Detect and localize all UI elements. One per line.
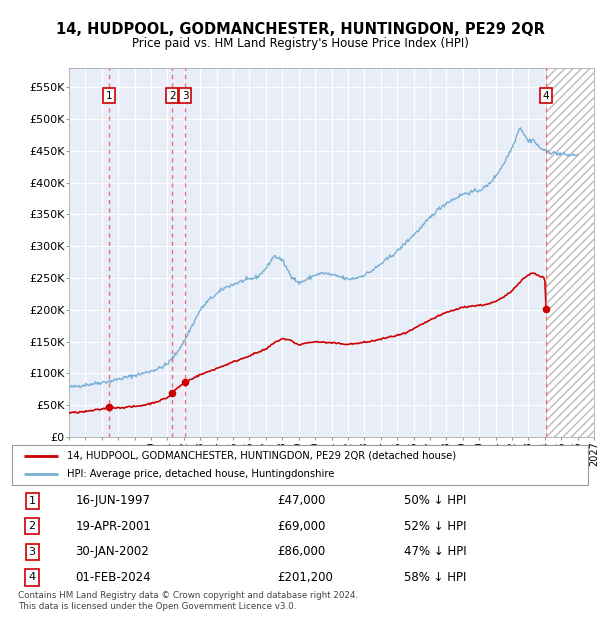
- Text: £86,000: £86,000: [277, 546, 325, 559]
- Text: 1: 1: [106, 91, 113, 101]
- Text: £69,000: £69,000: [277, 520, 325, 533]
- Text: 14, HUDPOOL, GODMANCHESTER, HUNTINGDON, PE29 2QR: 14, HUDPOOL, GODMANCHESTER, HUNTINGDON, …: [56, 22, 544, 37]
- Bar: [546, 68, 594, 437]
- Text: Contains HM Land Registry data © Crown copyright and database right 2024.
This d: Contains HM Land Registry data © Crown c…: [18, 591, 358, 611]
- Text: 16-JUN-1997: 16-JUN-1997: [76, 494, 151, 507]
- Text: 2: 2: [29, 521, 36, 531]
- Text: 3: 3: [182, 91, 188, 101]
- Text: 30-JAN-2002: 30-JAN-2002: [76, 546, 149, 559]
- Text: 58% ↓ HPI: 58% ↓ HPI: [404, 571, 466, 584]
- Text: 50% ↓ HPI: 50% ↓ HPI: [404, 494, 466, 507]
- Text: 2: 2: [169, 91, 176, 101]
- Text: 4: 4: [29, 572, 36, 582]
- Text: 4: 4: [543, 91, 550, 101]
- Text: 01-FEB-2024: 01-FEB-2024: [76, 571, 151, 584]
- Text: 19-APR-2001: 19-APR-2001: [76, 520, 151, 533]
- Bar: [546, 68, 594, 437]
- Text: 1: 1: [29, 496, 35, 506]
- Text: 3: 3: [29, 547, 35, 557]
- Text: 52% ↓ HPI: 52% ↓ HPI: [404, 520, 466, 533]
- Text: Price paid vs. HM Land Registry's House Price Index (HPI): Price paid vs. HM Land Registry's House …: [131, 37, 469, 50]
- FancyBboxPatch shape: [12, 445, 588, 485]
- Text: 47% ↓ HPI: 47% ↓ HPI: [404, 546, 466, 559]
- Text: HPI: Average price, detached house, Huntingdonshire: HPI: Average price, detached house, Hunt…: [67, 469, 334, 479]
- Text: £47,000: £47,000: [277, 494, 325, 507]
- Text: 14, HUDPOOL, GODMANCHESTER, HUNTINGDON, PE29 2QR (detached house): 14, HUDPOOL, GODMANCHESTER, HUNTINGDON, …: [67, 451, 456, 461]
- Text: £201,200: £201,200: [277, 571, 333, 584]
